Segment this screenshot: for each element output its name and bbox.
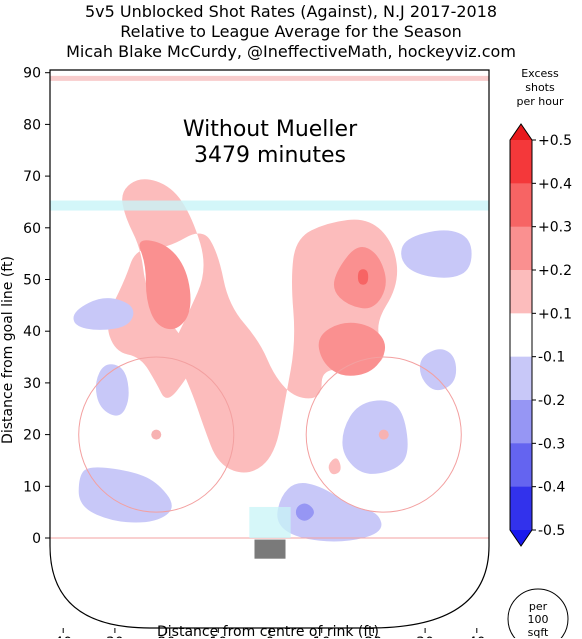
heat-region	[277, 483, 382, 542]
chart-title-line: Micah Blake McCurdy, @IneffectiveMath, h…	[66, 42, 516, 61]
rink-border	[49, 69, 490, 629]
colorbar-band	[510, 183, 532, 228]
colorbar-band	[510, 400, 532, 444]
colorbar-top-arrow	[510, 124, 532, 140]
colorbar-band	[510, 270, 532, 314]
faceoff-dot-right	[378, 429, 389, 440]
colorbar-band	[510, 226, 532, 271]
chart-title-line: Relative to League Average for the Seaso…	[120, 22, 462, 41]
colorbar-title-line: Excess	[521, 67, 559, 80]
y-axis-label: Distance from goal line (ft)	[0, 256, 16, 444]
goal-crease	[249, 506, 291, 538]
colorbar-tick-label: -0.5	[538, 523, 565, 539]
colorbar-band	[510, 443, 532, 488]
faceoff-circle-left	[78, 356, 235, 513]
heat-region	[108, 179, 398, 473]
y-tick-label: 30	[23, 376, 41, 392]
y-tick-label: 90	[23, 66, 41, 82]
y-tick-label: 60	[23, 221, 41, 237]
heat-region	[357, 269, 369, 285]
x-tick-label: 30	[416, 635, 434, 638]
heat-region	[295, 503, 314, 521]
y-tick-label: 10	[23, 479, 41, 495]
unit-label-line: 100	[527, 613, 549, 626]
unit-circle	[507, 588, 569, 638]
colorbar-tick-label: +0.4	[538, 176, 572, 192]
y-tick-label: 80	[23, 117, 41, 133]
goal-net	[254, 539, 286, 559]
colorbar-band	[510, 313, 532, 358]
faceoff-circle-right	[305, 356, 462, 513]
heat-region	[328, 458, 341, 475]
colorbar-band	[510, 356, 532, 401]
y-tick-label: 40	[23, 324, 41, 340]
goal-line-top	[50, 75, 489, 81]
heatmap-group	[50, 75, 489, 559]
x-tick-label: 20	[158, 635, 176, 638]
annotation-line: Without Mueller	[182, 117, 358, 142]
x-tick-label: 10	[313, 635, 331, 638]
colorbar-tick-label: +0.1	[538, 306, 572, 322]
x-tick-label: 20	[364, 635, 382, 638]
heat-region	[73, 298, 134, 330]
colorbar-title-line: per hour	[516, 95, 564, 108]
annotation-line: 3479 minutes	[193, 143, 347, 168]
y-tick-label: 20	[23, 428, 41, 444]
unit-label-line: sqft	[527, 626, 549, 639]
colorbar-bottom-arrow	[510, 530, 532, 546]
x-tick-label: 0	[266, 635, 275, 638]
heat-region	[419, 349, 457, 391]
y-tick-label: 50	[23, 273, 41, 289]
y-tick-label: 0	[32, 531, 41, 547]
blue-line	[50, 200, 489, 211]
colorbar-tick-label: +0.3	[538, 220, 572, 236]
x-axis-label: Distance from centre of rink (ft)	[157, 624, 379, 638]
heat-region	[78, 467, 172, 523]
heat-region	[401, 230, 472, 278]
y-tick-label: 70	[23, 169, 41, 185]
colorbar-title-line: shots	[525, 81, 555, 94]
colorbar-tick-label: +0.5	[538, 133, 572, 149]
unit-label-line: per	[528, 600, 548, 613]
colorbar-tick-label: +0.2	[538, 263, 572, 279]
colorbar-band	[510, 486, 532, 531]
heat-region	[139, 240, 191, 330]
unit-label: per 100 sqft	[506, 600, 570, 639]
colorbar-tick-label: -0.1	[538, 350, 565, 366]
x-tick-label: 30	[106, 635, 124, 638]
heat-region	[95, 364, 129, 416]
x-tick-label: 40	[54, 635, 72, 638]
colorbar-tick-label: -0.4	[538, 480, 565, 496]
colorbar-band	[510, 140, 532, 184]
heat-region	[342, 400, 408, 474]
x-tick-label: 40	[468, 635, 486, 638]
colorbar-tick-label: -0.3	[538, 436, 565, 452]
heat-region	[318, 322, 386, 376]
faceoff-dot-left	[151, 429, 162, 440]
colorbar-tick-label: -0.2	[538, 393, 565, 409]
chart-title-line: 5v5 Unblocked Shot Rates (Against), N.J …	[84, 2, 498, 21]
x-tick-label: 10	[209, 635, 227, 638]
